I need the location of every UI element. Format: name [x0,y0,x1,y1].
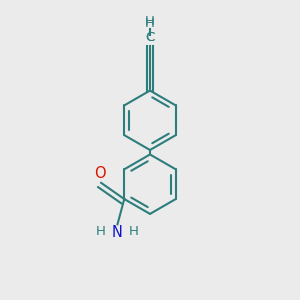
Text: O: O [94,167,106,182]
Text: H: H [129,225,139,238]
Text: C: C [146,31,154,44]
Text: H: H [145,14,155,28]
Text: C: C [146,32,154,44]
Text: H: H [145,17,155,30]
Text: N: N [112,225,123,240]
Text: H: H [96,225,106,238]
